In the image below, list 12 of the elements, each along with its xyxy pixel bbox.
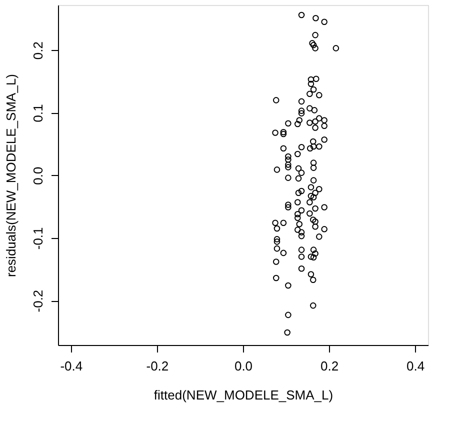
- x-tick-label: 0.2: [320, 358, 339, 374]
- y-tick-label: 0.2: [30, 42, 46, 60]
- x-tick-label: -0.4: [60, 358, 83, 374]
- x-tick-label: 0.4: [406, 358, 425, 374]
- x-tick-label: 0.0: [234, 358, 253, 374]
- y-tick-label: -0.2: [30, 290, 46, 312]
- x-axis-title: fitted(NEW_MODELE_SMA_L): [154, 388, 334, 402]
- y-tick-label: -0.1: [30, 227, 46, 250]
- y-axis-title: residuals(NEW_MODELE_SMA_L): [4, 74, 18, 278]
- y-tick-label: 0.1: [30, 104, 46, 122]
- y-tick-label: 0.0: [30, 166, 46, 185]
- x-tick-label: -0.2: [146, 358, 169, 374]
